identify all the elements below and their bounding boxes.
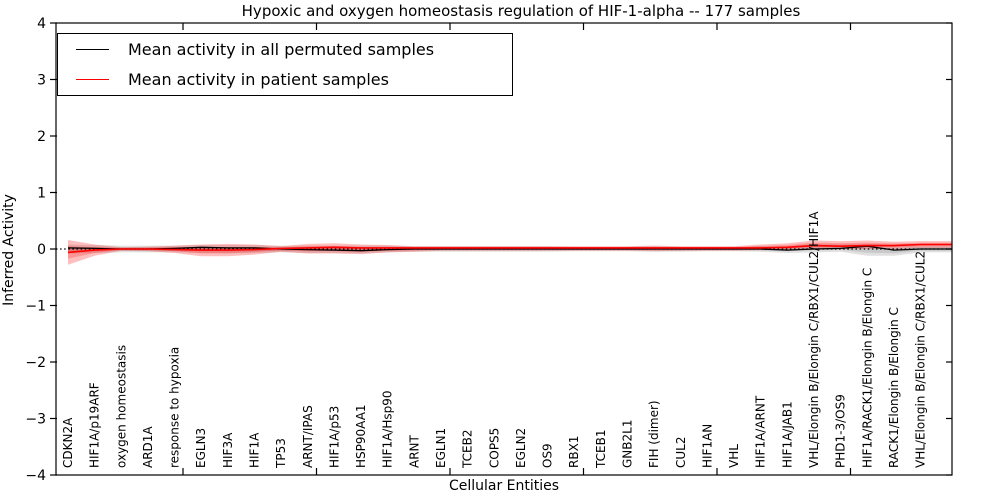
y-tick-label: 1 [37, 186, 46, 202]
legend-item-patient: Mean activity in patient samples [58, 65, 512, 95]
x-tick-label: oxygen homeostasis [114, 345, 128, 468]
x-tick-label: GNB2L1 [621, 420, 635, 468]
x-tick-label: EGLN2 [514, 428, 528, 468]
x-tick-label: HSP90AA1 [354, 404, 368, 468]
y-tick-label: −3 [25, 412, 46, 428]
x-tick-label: HIF1A/ARNT [754, 395, 768, 468]
x-tick-label: ARNT/IPAS [301, 405, 315, 468]
x-tick-label: CDKN2A [61, 417, 75, 468]
band-inner-patient-samples-spread [68, 242, 952, 259]
x-tick-label: TCEB2 [461, 430, 475, 469]
x-tick-label: PHD1-3/OS9 [834, 394, 848, 468]
x-tick-label: TCEB1 [594, 430, 608, 469]
x-tick-label: HIF1A/RACK1/Elongin B/Elongin C [860, 268, 874, 468]
x-tick-label: HIF1A/p19ARF [88, 382, 102, 468]
x-tick-label: OS9 [541, 443, 555, 468]
x-tick-label: ARD1A [141, 426, 155, 468]
legend-label-patient: Mean activity in patient samples [128, 70, 389, 90]
x-tick-label: HIF1AN [701, 424, 715, 468]
x-tick-label: HIF1A [248, 432, 262, 468]
x-tick-label: VHL/Elongin B/Elongin C/RBX1/CUL2/HIF1A [807, 211, 821, 468]
y-tick-label: −1 [25, 299, 46, 315]
x-tick-label: CUL2 [674, 437, 688, 468]
band-permuted-samples-spread [68, 243, 952, 256]
x-tick-label: EGLN1 [434, 428, 448, 468]
series-line-patient [67, 243, 952, 254]
x-tick-label: HIF1A/JAB1 [780, 401, 794, 468]
x-tick-label: RBX1 [567, 436, 581, 468]
x-tick-label: HIF3A [221, 432, 235, 468]
legend-label-permuted: Mean activity in all permuted samples [128, 39, 435, 59]
x-tick-label: response to hypoxia [168, 347, 182, 468]
x-tick-label: COPS5 [487, 428, 501, 468]
x-tick-label: VHL/Elongin B/Elongin C/RBX1/CUL2 [914, 251, 928, 468]
y-tick-label: 3 [37, 73, 46, 89]
x-tick-label: HIF1A/Hsp90 [381, 390, 395, 468]
legend-line-patient-icon [76, 79, 109, 81]
y-axis-label: Inferred Activity [1, 194, 17, 306]
legend: Mean activity in all permuted samples Me… [57, 33, 513, 96]
x-tick-label: RACK1/Elongin B/Elongin C [887, 307, 901, 468]
x-tick-label: TP53 [274, 438, 288, 469]
x-tick-label: VHL [727, 444, 741, 468]
x-tick-label: EGLN3 [194, 428, 208, 468]
x-axis-label: Cellular Entities [448, 478, 560, 494]
y-tick-label: 2 [37, 129, 46, 145]
legend-item-permuted: Mean activity in all permuted samples [58, 34, 512, 64]
legend-line-permuted-icon [76, 48, 109, 50]
y-tick-label: −2 [25, 355, 46, 371]
x-tick-label: FIH (dimer) [647, 400, 661, 468]
y-tick-label: −4 [25, 468, 46, 484]
band-patient-samples-spread [68, 240, 952, 265]
series-line-permuted [67, 245, 952, 252]
y-tick-label: 0 [37, 242, 46, 258]
y-tick-label: 4 [37, 16, 46, 32]
chart-title: Hypoxic and oxygen homeostasis regulatio… [241, 2, 801, 20]
x-tick-label: HIF1A/p53 [327, 406, 341, 468]
x-tick-label: ARNT [407, 434, 421, 468]
